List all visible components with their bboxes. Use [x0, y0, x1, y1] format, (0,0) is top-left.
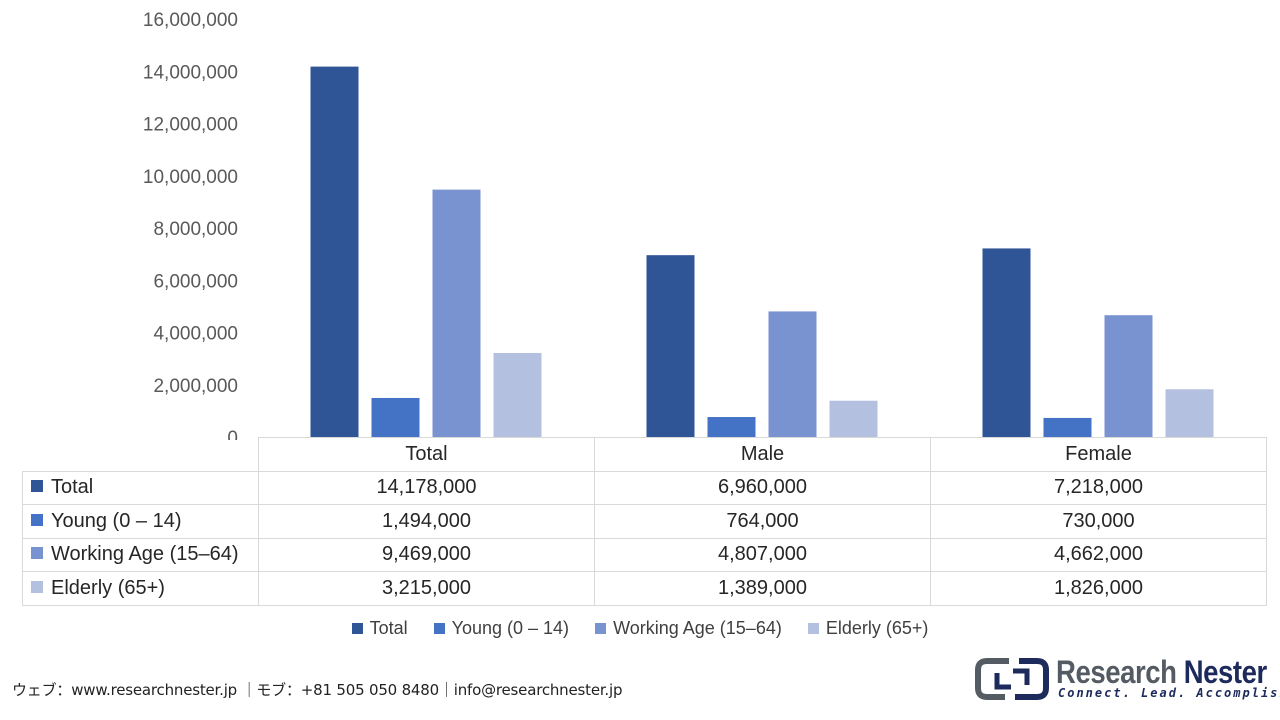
legend-swatch: [433, 623, 445, 634]
y-tick-label: 0: [227, 428, 238, 440]
y-tick-label: 16,000,000: [143, 10, 238, 31]
logo-name-part2: Nester: [1183, 654, 1268, 690]
y-tick-label: 4,000,000: [153, 324, 238, 345]
bar-chart: 0 2,000,000 4,000,000 6,000,000 8,000,000 10,…: [143, 10, 1214, 440]
legend-label: Working Age (15–64): [613, 618, 782, 638]
logo-tagline: Connect. Lead. Accomplish: [1058, 686, 1280, 700]
bar: [768, 311, 817, 437]
table-cell: 4,807,000: [594, 537, 931, 572]
research-nester-logo: Research Nester Connect. Lead. Accomplis…: [975, 654, 1280, 702]
legend-item-young: Young (0 – 14): [433, 618, 570, 639]
row-label: Elderly (65+): [51, 576, 165, 599]
legend-key-working-age: [31, 547, 43, 560]
y-tick-label: 8,000,000: [153, 219, 238, 240]
table-row: Working Age (15–64) 9,469,000 4,807,000 …: [22, 537, 1267, 572]
column-header-male: Male: [594, 437, 931, 472]
logo-mark-icon: [975, 658, 1049, 700]
bar: [1043, 417, 1092, 437]
y-tick-label: 6,000,000: [153, 271, 238, 292]
y-tick-label: 14,000,000: [143, 62, 238, 83]
table-cell: 764,000: [594, 504, 931, 539]
table-cell: 7,218,000: [930, 470, 1267, 505]
y-tick-label: 2,000,000: [153, 376, 238, 397]
table-cell: 14,178,000: [258, 470, 595, 505]
legend-swatch: [351, 623, 363, 634]
column-header-female: Female: [930, 437, 1267, 472]
legend-swatch: [807, 623, 819, 634]
table-cell: 1,826,000: [930, 571, 1267, 606]
table-header-row: Total Male Female: [22, 437, 1267, 472]
legend-label: Young (0 – 14): [451, 618, 570, 638]
legend-key-total: [31, 480, 43, 493]
y-tick-label: 10,000,000: [143, 167, 238, 188]
y-tick-label: 12,000,000: [143, 115, 238, 136]
bar: [1104, 315, 1153, 437]
table-cell: 9,469,000: [258, 537, 595, 572]
legend-item-working-age: Working Age (15–64): [595, 618, 782, 639]
row-label: Young (0 – 14): [51, 509, 182, 532]
row-header-elderly: Elderly (65+): [22, 571, 259, 606]
column-header-total: Total: [258, 437, 595, 472]
legend-item-elderly: Elderly (65+): [807, 618, 929, 639]
bar: [432, 189, 481, 437]
bar: [1165, 389, 1214, 437]
table-row: Elderly (65+) 3,215,000 1,389,000 1,826,…: [22, 571, 1267, 606]
table-cell: 1,494,000: [258, 504, 595, 539]
data-table: Total Male Female Total 14,178,000 6,960…: [22, 437, 1267, 606]
bar: [493, 353, 542, 437]
logo-name: Research Nester: [1056, 654, 1267, 691]
bar: [982, 248, 1031, 437]
table-cell: 4,662,000: [930, 537, 1267, 572]
legend-swatch: [595, 623, 607, 634]
bar: [310, 66, 359, 438]
bar: [646, 255, 695, 437]
bar: [707, 417, 756, 437]
legend-item-total: Total: [351, 618, 408, 639]
bars: [310, 66, 1214, 438]
bar: [829, 400, 878, 437]
row-header-total: Total: [22, 470, 259, 505]
y-axis: 0 2,000,000 4,000,000 6,000,000 8,000,000 10,…: [143, 10, 238, 440]
table-cell: 6,960,000: [594, 470, 931, 505]
legend: Total Young (0 – 14) Working Age (15–64)…: [0, 618, 1280, 639]
logo-name-part1: Research: [1056, 654, 1177, 690]
row-header-young: Young (0 – 14): [22, 504, 259, 539]
legend-key-elderly: [31, 580, 43, 593]
legend-label: Total: [369, 618, 408, 638]
legend-key-young: [31, 513, 43, 526]
table-cell: 730,000: [930, 504, 1267, 539]
bar: [371, 397, 420, 437]
footer-contact: ウェブ：www.researchnester.jp ｜モブ：+81 505 05…: [12, 681, 623, 699]
row-header-working-age: Working Age (15–64): [22, 537, 259, 572]
legend-label: Elderly (65+): [825, 618, 929, 638]
row-label: Working Age (15–64): [51, 543, 239, 566]
row-label: Total: [51, 476, 94, 499]
table-corner: [22, 437, 259, 472]
table-cell: 3,215,000: [258, 571, 595, 606]
table-row: Total 14,178,000 6,960,000 7,218,000: [22, 470, 1267, 505]
table-row: Young (0 – 14) 1,494,000 764,000 730,000: [22, 504, 1267, 539]
table-cell: 1,389,000: [594, 571, 931, 606]
